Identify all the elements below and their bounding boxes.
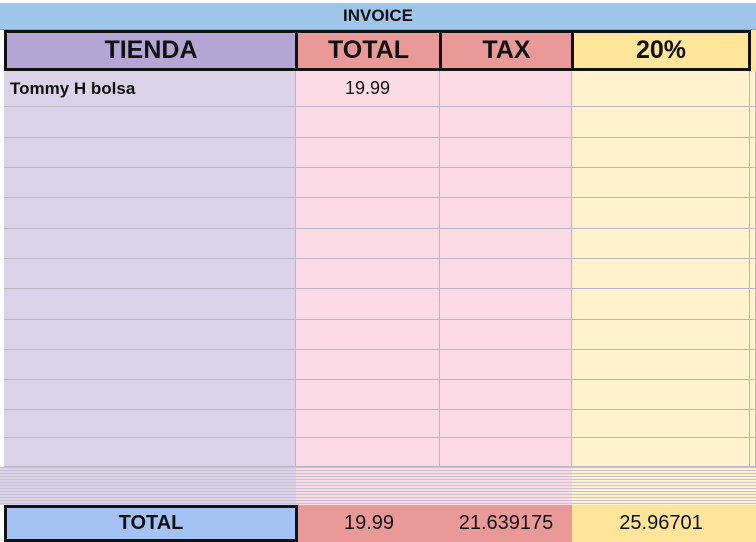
table-row [0,138,756,168]
cell-overflow[interactable] [750,289,756,320]
cell-tax[interactable] [440,198,572,229]
cell-overflow[interactable] [750,71,756,107]
cell-total[interactable] [296,138,440,168]
cell-20-percent[interactable] [572,320,750,350]
cell-20-percent[interactable] [572,380,750,410]
cell-20-percent[interactable] [572,438,750,467]
totals-overflow-cell [750,505,756,542]
cell-tax[interactable] [440,320,572,350]
table-row [0,438,756,467]
header-total[interactable]: TOTAL [295,30,442,71]
table-row [0,380,756,410]
cell-20-percent[interactable] [572,107,750,138]
cell-overflow[interactable] [750,107,756,138]
cell-overflow[interactable] [750,380,756,410]
cell-tax[interactable] [440,71,572,107]
cell-overflow[interactable] [750,350,756,380]
table-row [0,259,756,289]
cell-tax[interactable] [440,259,572,289]
cell-total[interactable] [296,350,440,380]
cell-tax[interactable] [440,350,572,380]
cell-tax[interactable] [440,138,572,168]
invoice-title-cell[interactable]: INVOICE [0,3,756,30]
cell-tienda[interactable] [4,259,296,289]
cell-tienda[interactable] [4,350,296,380]
table-row [0,320,756,350]
cell-tax[interactable] [440,410,572,438]
cell-overflow[interactable] [750,229,756,259]
cell-overflow[interactable] [750,198,756,229]
cell-tax[interactable] [440,107,572,138]
totals-tax[interactable]: 21.639175 [440,505,572,542]
cell-tax[interactable] [440,289,572,320]
cell-20-percent[interactable] [572,168,750,198]
header-tienda[interactable]: TIENDA [4,30,298,71]
cell-tienda[interactable] [4,320,296,350]
cell-total[interactable] [296,198,440,229]
table-row [0,350,756,380]
cell-tienda[interactable] [4,107,296,138]
hidden-rows-strip [0,467,756,505]
cell-tienda[interactable]: Tommy H bolsa [4,71,296,107]
cell-20-percent[interactable] [572,350,750,380]
cell-total[interactable] [296,289,440,320]
cell-overflow[interactable] [750,320,756,350]
cell-total[interactable] [296,320,440,350]
cell-20-percent[interactable] [572,289,750,320]
cell-tienda[interactable] [4,438,296,467]
cell-tienda[interactable] [4,229,296,259]
table-row [0,229,756,259]
table-row [0,410,756,438]
cell-tienda[interactable] [4,198,296,229]
totals-total[interactable]: 19.99 [298,505,440,542]
cell-20-percent[interactable] [572,410,750,438]
cell-overflow[interactable] [750,410,756,438]
cell-total[interactable] [296,259,440,289]
cell-tax[interactable] [440,229,572,259]
cell-20-percent[interactable] [572,229,750,259]
cell-total[interactable]: 19.99 [296,71,440,107]
cell-overflow[interactable] [750,438,756,467]
table-row [0,289,756,320]
table-row [0,168,756,198]
cell-tax[interactable] [440,438,572,467]
cell-total[interactable] [296,107,440,138]
cell-total[interactable] [296,380,440,410]
cell-20-percent[interactable] [572,138,750,168]
table-row: Tommy H bolsa 19.99 [0,71,756,107]
cell-tienda[interactable] [4,168,296,198]
cell-20-percent[interactable] [572,198,750,229]
cell-tienda[interactable] [4,138,296,168]
cell-20-percent[interactable] [572,259,750,289]
cell-overflow[interactable] [750,138,756,168]
table-row [0,198,756,229]
totals-20-percent[interactable]: 25.96701 [572,505,750,542]
cell-total[interactable] [296,438,440,467]
cell-total[interactable] [296,168,440,198]
cell-tienda[interactable] [4,289,296,320]
cell-overflow[interactable] [750,259,756,289]
totals-label[interactable]: TOTAL [4,505,298,542]
table-row [0,107,756,138]
cell-tienda[interactable] [4,410,296,438]
cell-20-percent[interactable] [572,71,750,107]
cell-tienda[interactable] [4,380,296,410]
cell-tax[interactable] [440,380,572,410]
header-overflow-cell [751,30,756,71]
cell-total[interactable] [296,410,440,438]
header-tax[interactable]: TAX [439,30,574,71]
cell-overflow[interactable] [750,168,756,198]
cell-total[interactable] [296,229,440,259]
cell-tax[interactable] [440,168,572,198]
header-20-percent[interactable]: 20% [571,30,751,71]
